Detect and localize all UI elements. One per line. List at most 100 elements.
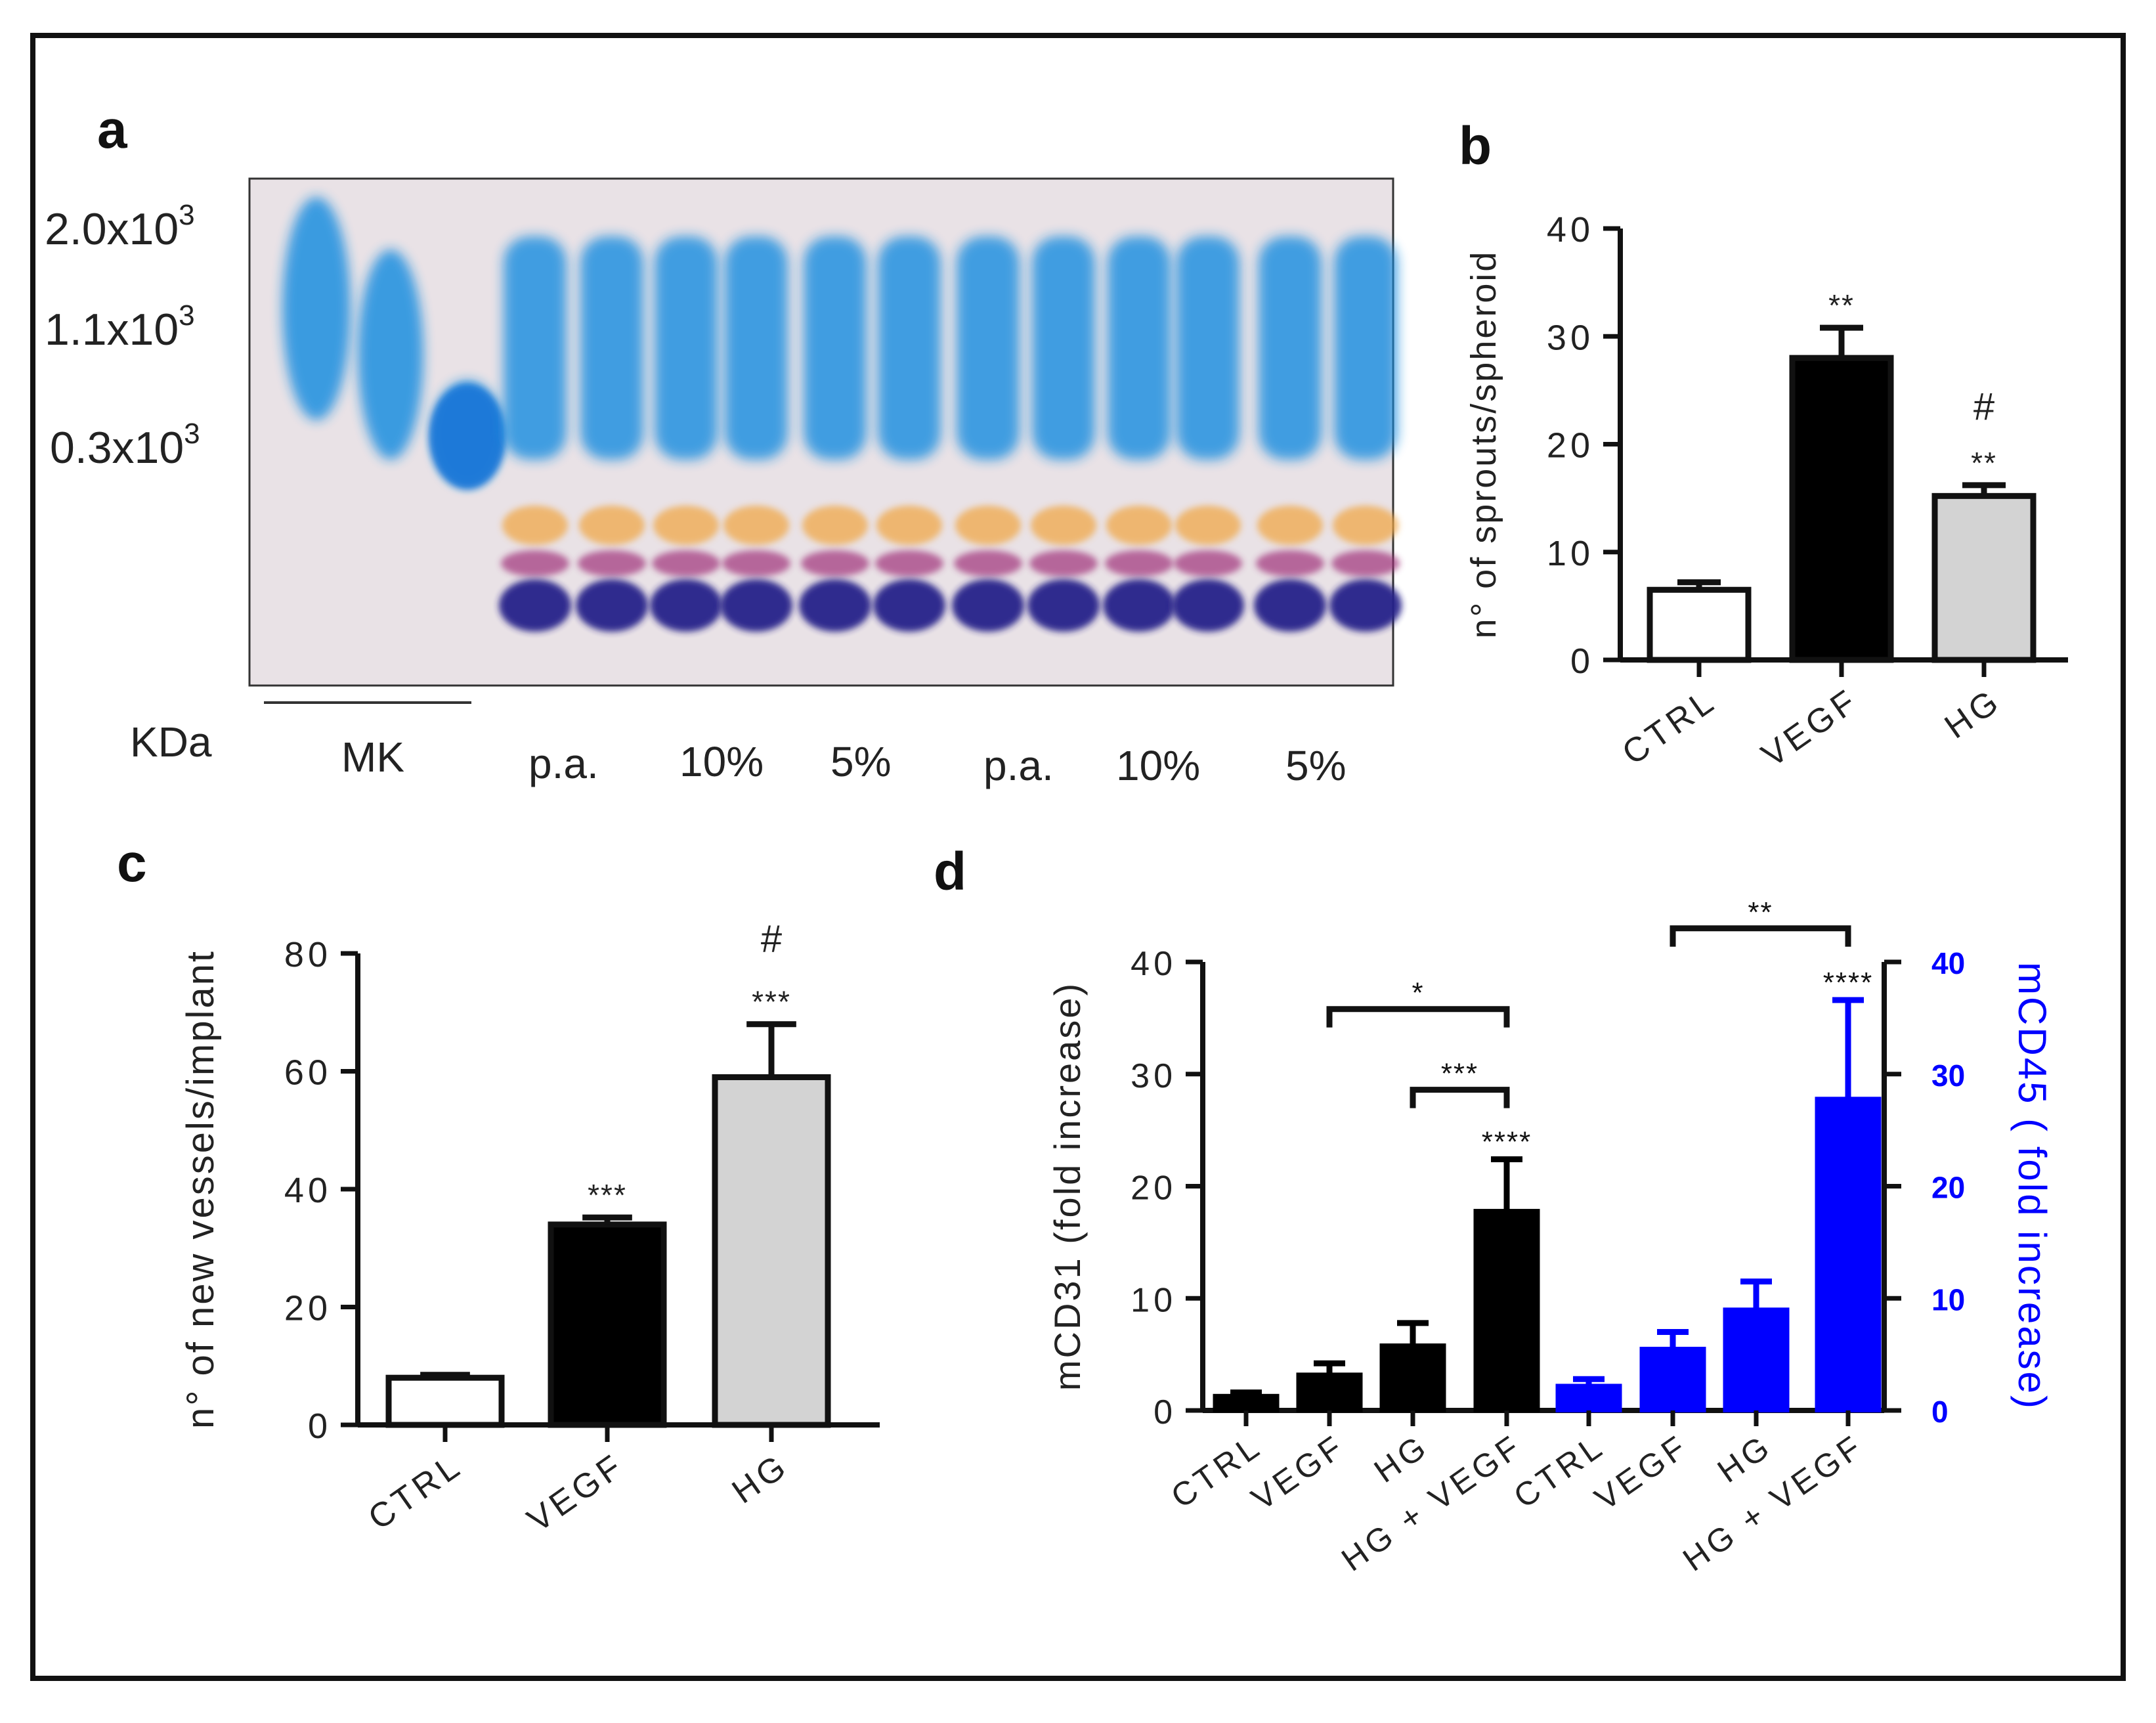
gel-smear [957,236,1020,460]
gel-dark-band [1172,579,1244,632]
gel-purple-band [722,550,790,577]
gel-marker-band [429,384,506,489]
panel-letter-d: d [934,842,966,902]
bar [1723,1307,1790,1412]
lane-group-labels: p.a. 10% 5% p.a. 10% 5% [528,738,1347,789]
bar [1647,586,1752,663]
y-axis-label-left: mCD31 (fold increase) [1046,982,1088,1391]
gel-dark-band [799,579,871,632]
mw-label-base: 0.3x10 [50,423,184,473]
gel-smear [804,236,867,460]
bar [1931,492,2037,663]
gel-dark-band [1329,579,1402,632]
gel-purple-band [1174,550,1242,577]
mw-label-exp: 3 [179,199,194,231]
mw-label: 2.0x103 [45,199,195,254]
gel-orange-band [955,506,1021,545]
significance-label: *** [752,985,791,1019]
gel-purple-band [1105,550,1173,577]
y-axis-label-right: mCD45 ( fold increase) [2010,962,2054,1410]
gel-purple-band [578,550,646,577]
y-tick-label-left: 30 [1131,1057,1176,1095]
gel-smear [1032,236,1095,460]
gel-bands [282,197,1402,632]
significance-bracket [1670,925,1851,947]
gel-smear [580,236,643,460]
panel-letter-b: b [1459,116,1492,176]
x-tick-label: HG + VEGF [1335,1427,1529,1579]
gel-dark-band [576,579,648,632]
panel-letter-c: c [117,833,147,893]
x-tick-label: CTRL [1616,681,1723,772]
gel-smear [655,236,718,460]
significance-label: **** [1823,967,1874,999]
gel-smear [504,236,567,460]
x-tick-label: CTRL [1507,1427,1612,1516]
x-tick-label: VEGF [1245,1427,1352,1517]
gel-purple-band [1029,550,1098,577]
x-tick-label: VEGF [1588,1427,1695,1517]
gel-orange-band [1257,506,1323,545]
mw-label-exp: 3 [184,418,200,450]
bar [1555,1384,1622,1413]
y-tick-label-left: 10 [1131,1281,1176,1319]
gel-orange-band [502,506,568,545]
y-tick-label: 80 [284,935,332,974]
bar [1789,355,1894,663]
gel-purple-band [954,550,1022,577]
significance-label: # [761,918,782,961]
gel-marker-label: MK [341,733,404,781]
bar [1815,1097,1882,1412]
x-tick-label: HG [1938,681,2008,746]
bar [712,1074,831,1428]
gel-orange-band [1031,506,1096,545]
x-tick-label: CTRL [362,1446,469,1537]
y-tick-label: 30 [1547,318,1594,357]
gel-dark-band [1103,579,1175,632]
y-tick-label-right: 40 [1931,946,1965,980]
gel-dark-band [499,579,571,632]
y-tick-label-right: 20 [1931,1171,1965,1205]
gel-purple-band [801,550,869,577]
significance-label: # [1973,385,1994,428]
mw-label-base: 1.1x10 [45,305,179,355]
y-tick-label-left: 40 [1131,945,1176,983]
y-tick-label: 10 [1547,534,1594,573]
lane-group-label: p.a. [528,740,599,787]
bracket-label: * [1412,977,1424,1009]
gel-dark-band [650,579,722,632]
lane-group-label: p.a. [983,742,1054,789]
gel-orange-band [579,506,645,545]
bar [385,1374,505,1428]
y-tick-label: 0 [308,1407,332,1446]
y-axis-label: n° of sprouts/spheroid [1464,250,1503,639]
gel-orange-band [1175,506,1241,545]
gel-orange-band [723,506,789,545]
bracket-label: ** [1748,896,1773,928]
lane-group-label: 10% [1116,742,1200,789]
significance-label: **** [1482,1126,1532,1158]
chart-c: 0 20 40 60 80 n° of new vessels/implant CTRL VE… [179,918,880,1540]
bracket-label: *** [1441,1058,1478,1090]
mw-labels: 2.0x103 1.1x103 0.3x103 [45,199,200,473]
y-tick-label-right: 30 [1931,1058,1965,1093]
y-tick-label-left: 20 [1131,1169,1176,1208]
bar [1473,1209,1540,1412]
bar [1213,1393,1280,1412]
gel-smear [1334,236,1397,460]
gel-dark-band [952,579,1024,632]
gel-orange-band [1333,506,1398,545]
gel-purple-band [501,550,569,577]
gel-smear [725,236,788,460]
lane-group-label: 10% [679,738,764,785]
mw-label: 1.1x103 [45,299,195,355]
y-tick-label-right: 0 [1931,1395,1949,1429]
mw-label-exp: 3 [179,299,194,332]
significance-label: ** [1971,446,1997,480]
gel-purple-band [875,550,943,577]
gel-smear [1176,236,1240,460]
bar [1296,1372,1363,1413]
lane-group-label: 5% [1285,742,1347,789]
gel-purple-band [1256,550,1324,577]
